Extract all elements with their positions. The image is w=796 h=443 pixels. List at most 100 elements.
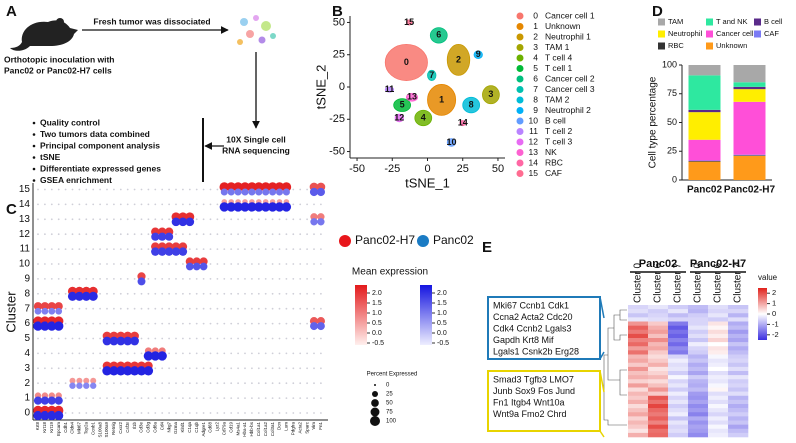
background-dot xyxy=(237,263,240,265)
dot-panc02 xyxy=(54,396,63,405)
background-dot xyxy=(264,337,267,340)
dot-panc02 xyxy=(74,291,84,301)
background-dot xyxy=(182,278,184,280)
background-dot xyxy=(168,322,171,325)
colorbar xyxy=(420,285,432,345)
background-dot xyxy=(292,382,295,385)
background-dot xyxy=(202,322,205,325)
heatmap-cell xyxy=(648,309,669,314)
legend-swatch xyxy=(516,96,524,104)
colorbar-tick-label: 1.5 xyxy=(372,300,382,307)
background-dot xyxy=(320,382,322,385)
background-dot xyxy=(271,248,274,251)
background-dot xyxy=(195,218,198,221)
background-dot xyxy=(106,263,108,265)
background-dot xyxy=(147,382,150,385)
background-dot xyxy=(175,397,177,399)
heatmap-cell xyxy=(648,329,669,335)
colorbar-tick-label: -0.5 xyxy=(437,340,449,347)
background-dot xyxy=(133,412,136,414)
x-tick-label: -25 xyxy=(384,163,400,175)
background-dot xyxy=(237,322,240,325)
x-tick-label: Cd8a xyxy=(152,422,157,433)
colorbar-tick-label: 2 xyxy=(772,288,776,297)
heatmap-cell xyxy=(688,391,709,397)
heatmap-cell xyxy=(648,362,669,368)
background-dot xyxy=(313,337,315,340)
background-dot xyxy=(182,322,184,325)
background-dot xyxy=(216,278,219,280)
background-dot xyxy=(140,307,143,310)
background-dot xyxy=(113,412,115,414)
heatmap-cell xyxy=(708,428,729,434)
background-dot xyxy=(320,412,322,414)
background-dot xyxy=(147,337,150,340)
dot-panc02 xyxy=(247,202,257,212)
background-dot xyxy=(92,352,95,355)
heatmap-cell xyxy=(648,395,669,401)
background-dot xyxy=(140,248,143,251)
background-dot xyxy=(133,233,136,236)
background-dot xyxy=(154,322,157,325)
dot-panc02 xyxy=(267,202,278,212)
background-dot xyxy=(306,382,308,385)
bar-segment xyxy=(733,82,766,87)
background-dot xyxy=(113,397,115,399)
heatmap-cell xyxy=(648,366,669,372)
background-dot xyxy=(292,412,295,414)
heatmap-cell xyxy=(728,404,749,409)
background-dot xyxy=(216,322,219,325)
background-dot xyxy=(209,397,212,399)
background-dot xyxy=(92,337,95,340)
x-tick-label: Fn1 xyxy=(318,422,323,430)
y-tick-label: 4 xyxy=(24,348,30,359)
heatmap-cell xyxy=(688,313,709,318)
background-dot xyxy=(71,203,74,206)
size-key-label: 50 xyxy=(386,401,393,407)
cluster-cloud xyxy=(405,19,413,26)
heatmap-cell xyxy=(628,371,649,376)
heatmap-cell xyxy=(668,321,689,326)
dot-panc02 xyxy=(130,336,139,346)
heatmap-cell xyxy=(688,350,709,355)
x-tick-label: Cdh1 xyxy=(63,422,68,433)
heatmap-cell xyxy=(668,346,689,351)
background-dot xyxy=(257,322,260,325)
heatmap-cell xyxy=(708,366,729,372)
background-dot xyxy=(57,248,60,251)
connector xyxy=(599,430,605,438)
heatmap-cell xyxy=(708,342,729,347)
background-dot xyxy=(92,218,95,221)
background-dot xyxy=(188,397,191,399)
y-tick-label: 1 xyxy=(24,393,30,404)
legend-swatch xyxy=(706,42,713,50)
heatmap-cell xyxy=(668,432,689,438)
background-dot xyxy=(37,218,39,221)
background-dot xyxy=(223,367,226,370)
heatmap-cell xyxy=(728,333,749,339)
dot-panc02 xyxy=(55,307,63,315)
background-dot xyxy=(147,412,150,414)
dot-panc02 xyxy=(136,366,147,376)
x-tick-label: Gzma xyxy=(173,422,178,434)
background-dot xyxy=(64,352,67,355)
x-tick-label: 50 xyxy=(492,163,504,175)
heatmap-cell xyxy=(728,424,749,430)
background-dot xyxy=(299,307,302,310)
heatmap-cell xyxy=(668,313,689,318)
bar-segment xyxy=(688,139,721,161)
heatmap-cell xyxy=(688,383,709,388)
background-dot xyxy=(278,322,281,325)
heatmap-cell xyxy=(668,420,689,425)
bullet xyxy=(32,144,36,148)
dot-panc02 xyxy=(34,307,42,315)
background-dot xyxy=(64,188,67,191)
dot-panc02 xyxy=(157,247,167,256)
dot-panc02-h7 xyxy=(90,377,97,384)
legend-swatch xyxy=(658,18,665,26)
dot-panc02 xyxy=(255,188,263,196)
background-dot xyxy=(119,248,122,251)
panel-label: C xyxy=(6,201,17,218)
background-dot xyxy=(133,218,136,221)
heatmap-cell xyxy=(628,375,649,380)
